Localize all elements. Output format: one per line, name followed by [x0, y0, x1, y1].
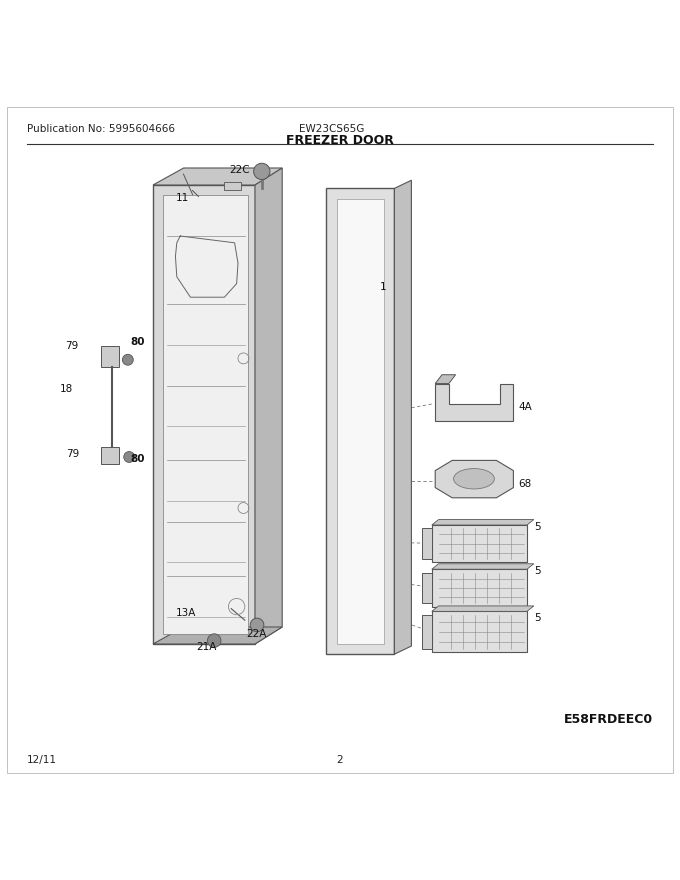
- Polygon shape: [163, 195, 248, 634]
- Text: 13A: 13A: [175, 608, 196, 619]
- Text: Publication No: 5995604666: Publication No: 5995604666: [27, 124, 175, 134]
- Text: 79: 79: [65, 341, 78, 351]
- Polygon shape: [432, 525, 527, 562]
- Text: E58FRDEEC0: E58FRDEEC0: [564, 713, 653, 726]
- Polygon shape: [337, 199, 384, 644]
- Polygon shape: [101, 447, 119, 464]
- Text: 2: 2: [337, 755, 343, 765]
- Polygon shape: [153, 627, 282, 644]
- Text: 22C: 22C: [230, 165, 250, 175]
- Polygon shape: [326, 188, 394, 654]
- Text: 22A: 22A: [246, 629, 267, 639]
- Circle shape: [122, 355, 133, 365]
- Polygon shape: [432, 564, 534, 569]
- Text: 80: 80: [131, 337, 145, 347]
- Text: 18: 18: [61, 384, 73, 394]
- Text: FREEZER DOOR: FREEZER DOOR: [286, 134, 394, 147]
- Polygon shape: [435, 375, 456, 384]
- Text: 11: 11: [176, 193, 189, 203]
- Polygon shape: [432, 612, 527, 652]
- Text: 12/11: 12/11: [27, 755, 57, 765]
- Polygon shape: [422, 528, 432, 559]
- Polygon shape: [432, 519, 534, 525]
- Text: 79: 79: [67, 449, 80, 458]
- Polygon shape: [435, 384, 513, 421]
- Polygon shape: [255, 168, 282, 644]
- Text: EW23CS65G: EW23CS65G: [299, 124, 364, 134]
- Circle shape: [250, 618, 264, 632]
- Circle shape: [254, 163, 270, 180]
- Text: 80: 80: [131, 454, 145, 464]
- Polygon shape: [432, 569, 527, 606]
- Text: 68: 68: [518, 480, 531, 489]
- Text: 4A: 4A: [519, 402, 532, 413]
- Polygon shape: [435, 460, 513, 498]
- Text: 5: 5: [534, 522, 541, 532]
- Text: 1: 1: [379, 282, 386, 292]
- Polygon shape: [153, 168, 282, 185]
- Text: 5: 5: [534, 613, 541, 623]
- Polygon shape: [432, 606, 534, 612]
- Polygon shape: [101, 346, 119, 367]
- Polygon shape: [422, 615, 432, 649]
- Text: 5: 5: [534, 566, 541, 576]
- Polygon shape: [224, 181, 241, 190]
- Ellipse shape: [454, 468, 494, 489]
- Text: 21A: 21A: [196, 642, 216, 652]
- Polygon shape: [153, 185, 255, 644]
- Polygon shape: [422, 573, 432, 603]
- Circle shape: [207, 634, 221, 648]
- Circle shape: [124, 451, 135, 462]
- Polygon shape: [394, 180, 411, 654]
